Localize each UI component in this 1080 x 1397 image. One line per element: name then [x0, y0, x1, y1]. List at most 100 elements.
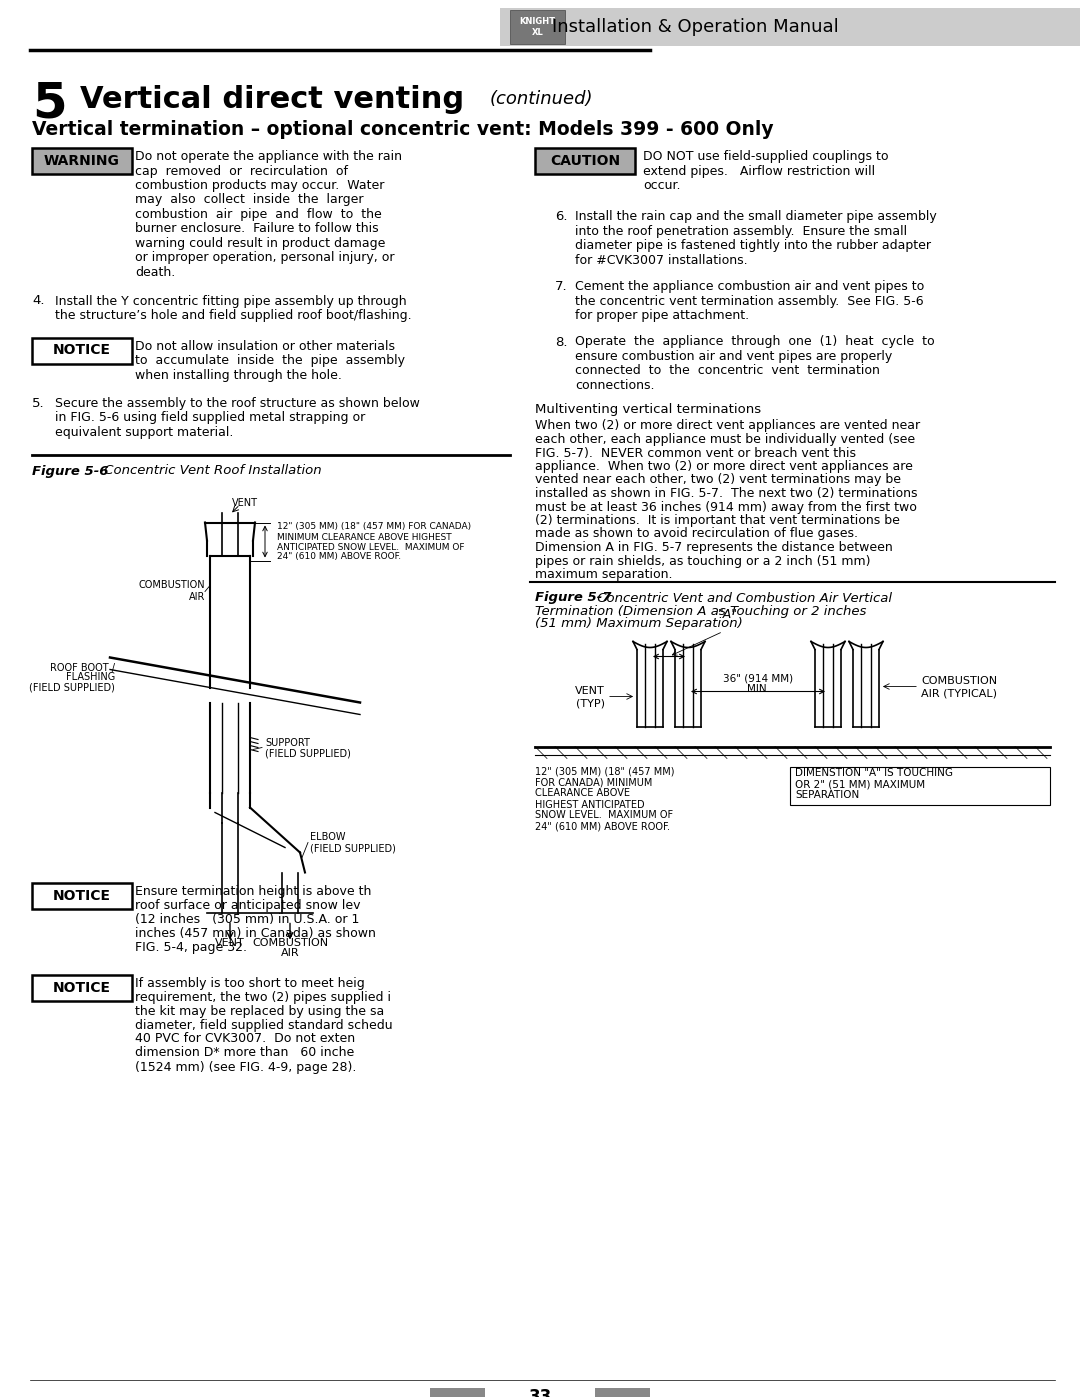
Text: may  also  collect  inside  the  larger: may also collect inside the larger — [135, 194, 364, 207]
Text: cap  removed  or  recirculation  of: cap removed or recirculation of — [135, 165, 348, 177]
Text: Install the rain cap and the small diameter pipe assembly: Install the rain cap and the small diame… — [575, 210, 936, 224]
Bar — [510, 10, 565, 43]
Text: connected  to  the  concentric  vent  termination: connected to the concentric vent termina… — [575, 365, 880, 377]
Bar — [595, 1389, 650, 1397]
Text: maximum separation.: maximum separation. — [535, 569, 673, 581]
Text: (1524 mm) (see FIG. 4-9, page 28).: (1524 mm) (see FIG. 4-9, page 28). — [135, 1060, 356, 1073]
Text: (12 inches   (305 mm) in U.S.A. or 1: (12 inches (305 mm) in U.S.A. or 1 — [135, 912, 360, 925]
Bar — [32, 148, 132, 175]
Bar — [430, 1389, 485, 1397]
Text: diameter pipe is fastened tightly into the rubber adapter: diameter pipe is fastened tightly into t… — [575, 239, 931, 251]
Text: SEPARATION: SEPARATION — [795, 791, 860, 800]
Text: NOTICE: NOTICE — [53, 981, 111, 995]
Text: MIN.: MIN. — [746, 683, 769, 693]
Bar — [32, 975, 132, 1000]
Text: the structure’s hole and field supplied roof boot/flashing.: the structure’s hole and field supplied … — [55, 309, 411, 321]
Text: or improper operation, personal injury, or: or improper operation, personal injury, … — [135, 251, 394, 264]
Text: the concentric vent termination assembly.  See FIG. 5-6: the concentric vent termination assembly… — [575, 295, 923, 307]
Text: the kit may be replaced by using the sa: the kit may be replaced by using the sa — [135, 1004, 384, 1017]
Bar — [32, 883, 132, 908]
Text: Install the Y concentric fitting pipe assembly up through: Install the Y concentric fitting pipe as… — [55, 295, 407, 307]
Text: ROOF BOOT /: ROOF BOOT / — [50, 662, 114, 672]
Text: roof surface or anticipated snow lev: roof surface or anticipated snow lev — [135, 898, 361, 911]
Text: MINIMUM CLEARANCE ABOVE HIGHEST: MINIMUM CLEARANCE ABOVE HIGHEST — [276, 532, 451, 542]
Text: (51 mm) Maximum Separation): (51 mm) Maximum Separation) — [535, 617, 743, 630]
Text: COMBUSTION: COMBUSTION — [138, 581, 205, 591]
Text: equivalent support material.: equivalent support material. — [55, 426, 233, 439]
Text: requirement, the two (2) pipes supplied i: requirement, the two (2) pipes supplied … — [135, 990, 391, 1003]
Text: VENT: VENT — [232, 497, 258, 507]
Text: into the roof penetration assembly.  Ensure the small: into the roof penetration assembly. Ensu… — [575, 225, 907, 237]
Text: Operate  the  appliance  through  one  (1)  heat  cycle  to: Operate the appliance through one (1) he… — [575, 335, 934, 348]
Text: When two (2) or more direct vent appliances are vented near: When two (2) or more direct vent applian… — [535, 419, 920, 433]
Text: Vertical direct venting: Vertical direct venting — [80, 85, 464, 115]
Text: combustion products may occur.  Water: combustion products may occur. Water — [135, 179, 384, 191]
Text: connections.: connections. — [575, 379, 654, 393]
Text: VENT: VENT — [215, 937, 245, 947]
Text: 36" (914 MM): 36" (914 MM) — [723, 673, 793, 683]
Text: DO NOT use field-supplied couplings to: DO NOT use field-supplied couplings to — [643, 149, 889, 163]
Text: 5.: 5. — [32, 397, 44, 409]
Text: 5: 5 — [32, 80, 67, 129]
Text: to  accumulate  inside  the  pipe  assembly: to accumulate inside the pipe assembly — [135, 353, 405, 367]
Text: WARNING: WARNING — [44, 154, 120, 168]
Text: 40 PVC for CVK3007.  Do not exten: 40 PVC for CVK3007. Do not exten — [135, 1032, 355, 1045]
Text: FIG. 5-4, page 32.: FIG. 5-4, page 32. — [135, 940, 247, 954]
Text: diameter, field supplied standard schedu: diameter, field supplied standard schedu — [135, 1018, 393, 1031]
Text: Do not operate the appliance with the rain: Do not operate the appliance with the ra… — [135, 149, 402, 163]
Text: "A": "A" — [718, 609, 738, 622]
Text: occur.: occur. — [643, 179, 680, 191]
Text: (FIELD SUPPLIED): (FIELD SUPPLIED) — [265, 749, 351, 759]
Text: made as shown to avoid recirculation of flue gases.: made as shown to avoid recirculation of … — [535, 528, 858, 541]
Text: for #CVK3007 installations.: for #CVK3007 installations. — [575, 253, 747, 267]
Text: Installation & Operation Manual: Installation & Operation Manual — [552, 18, 838, 36]
Text: CAUTION: CAUTION — [550, 154, 620, 168]
Text: FLASHING: FLASHING — [66, 672, 114, 683]
Text: 6.: 6. — [555, 210, 567, 224]
Text: combustion  air  pipe  and  flow  to  the: combustion air pipe and flow to the — [135, 208, 381, 221]
Text: (2) terminations.  It is important that vent terminations be: (2) terminations. It is important that v… — [535, 514, 900, 527]
Text: vented near each other, two (2) vent terminations may be: vented near each other, two (2) vent ter… — [535, 474, 901, 486]
Text: (TYP): (TYP) — [576, 698, 605, 708]
Text: 33: 33 — [528, 1389, 552, 1397]
Text: Ensure termination height is above th: Ensure termination height is above th — [135, 884, 372, 897]
Text: HIGHEST ANTICIPATED: HIGHEST ANTICIPATED — [535, 799, 645, 809]
Text: ELBOW: ELBOW — [310, 833, 346, 842]
Text: Vertical termination – optional concentric vent: Models 399 - 600 Only: Vertical termination – optional concentr… — [32, 120, 773, 138]
Text: AIR: AIR — [281, 947, 299, 957]
Text: when installing through the hole.: when installing through the hole. — [135, 369, 342, 381]
Text: 12" (305 MM) (18" (457 MM) FOR CANADA): 12" (305 MM) (18" (457 MM) FOR CANADA) — [276, 522, 471, 531]
Text: in FIG. 5-6 using field supplied metal strapping or: in FIG. 5-6 using field supplied metal s… — [55, 412, 365, 425]
Text: Cement the appliance combustion air and vent pipes to: Cement the appliance combustion air and … — [575, 279, 924, 293]
Text: each other, each appliance must be individually vented (see: each other, each appliance must be indiv… — [535, 433, 915, 446]
Text: (continued): (continued) — [490, 89, 594, 108]
Text: DIMENSTION "A" IS TOUCHING: DIMENSTION "A" IS TOUCHING — [795, 768, 953, 778]
Text: extend pipes.   Airflow restriction will: extend pipes. Airflow restriction will — [643, 165, 875, 177]
Text: KNIGHT
XL: KNIGHT XL — [519, 17, 555, 36]
Text: OR 2" (51 MM) MAXIMUM: OR 2" (51 MM) MAXIMUM — [795, 780, 926, 789]
Bar — [500, 8, 1080, 46]
Text: Concentric Vent Roof Installation: Concentric Vent Roof Installation — [100, 464, 322, 478]
Text: (FIELD SUPPLIED): (FIELD SUPPLIED) — [310, 844, 396, 854]
Text: 12" (305 MM) (18" (457 MM): 12" (305 MM) (18" (457 MM) — [535, 767, 675, 777]
Text: SNOW LEVEL.  MAXIMUM OF: SNOW LEVEL. MAXIMUM OF — [535, 810, 673, 820]
Text: COMBUSTION: COMBUSTION — [252, 937, 328, 947]
Bar — [535, 148, 635, 175]
Text: Do not allow insulation or other materials: Do not allow insulation or other materia… — [135, 339, 395, 352]
Text: COMBUSTION: COMBUSTION — [921, 676, 997, 686]
Text: for proper pipe attachment.: for proper pipe attachment. — [575, 309, 750, 321]
Text: Figure 5-6: Figure 5-6 — [32, 464, 108, 478]
Text: death.: death. — [135, 265, 175, 279]
Text: SUPPORT: SUPPORT — [265, 738, 310, 747]
Text: 8.: 8. — [555, 335, 567, 348]
Bar — [789, 767, 1050, 805]
Text: Concentric Vent and Combustion Air Vertical: Concentric Vent and Combustion Air Verti… — [593, 591, 892, 605]
Text: 24" (610 MM) ABOVE ROOF.: 24" (610 MM) ABOVE ROOF. — [535, 821, 670, 831]
Text: VENT: VENT — [576, 686, 605, 697]
Text: installed as shown in FIG. 5-7.  The next two (2) terminations: installed as shown in FIG. 5-7. The next… — [535, 488, 918, 500]
Text: Figure 5-7: Figure 5-7 — [535, 591, 611, 605]
Text: pipes or rain shields, as touching or a 2 inch (51 mm): pipes or rain shields, as touching or a … — [535, 555, 870, 567]
Text: 7.: 7. — [555, 279, 568, 293]
Text: 24" (610 MM) ABOVE ROOF.: 24" (610 MM) ABOVE ROOF. — [276, 552, 401, 562]
Text: FOR CANADA) MINIMUM: FOR CANADA) MINIMUM — [535, 778, 652, 788]
